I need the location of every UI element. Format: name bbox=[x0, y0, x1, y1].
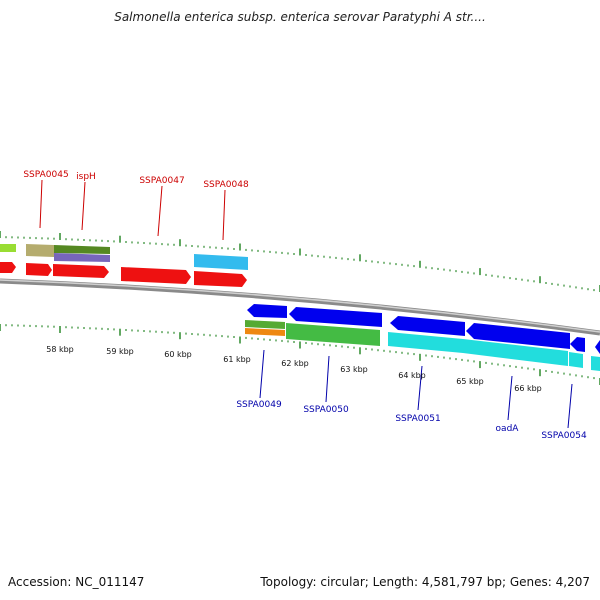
gene-label-SSPA0049[interactable]: SSPA0049 bbox=[236, 400, 282, 410]
feature-tan[interactable] bbox=[26, 244, 54, 257]
feature-blue-cds[interactable] bbox=[247, 304, 287, 318]
topology-label: Topology: circular; Length: 4,581,797 bp… bbox=[260, 575, 590, 589]
feature-red-cds[interactable] bbox=[194, 271, 247, 287]
kbp-label: 65 kbp bbox=[456, 377, 484, 386]
gene-label-ispH[interactable]: ispH bbox=[76, 172, 96, 182]
forward-strand-features bbox=[0, 244, 248, 287]
label-connector bbox=[222, 189, 226, 241]
feature-blue-cds[interactable] bbox=[570, 337, 585, 352]
reverse-gene-labels: SSPA0049 SSPA0050 SSPA0051 oadA SSPA0054 bbox=[236, 349, 587, 441]
feature-red-cds[interactable] bbox=[26, 263, 52, 276]
label-connector bbox=[507, 375, 513, 421]
label-connector bbox=[417, 365, 423, 411]
feature-cyan[interactable] bbox=[463, 339, 568, 366]
inner-tick-marks bbox=[0, 324, 600, 385]
feature-purple[interactable] bbox=[54, 253, 110, 262]
genome-backbone bbox=[0, 278, 600, 336]
gene-label-SSPA0045[interactable]: SSPA0045 bbox=[23, 170, 68, 180]
gene-label-SSPA0051[interactable]: SSPA0051 bbox=[395, 414, 440, 424]
kbp-label: 61 kbp bbox=[223, 355, 251, 364]
feature-green[interactable] bbox=[286, 323, 380, 346]
gene-label-SSPA0047[interactable]: SSPA0047 bbox=[139, 176, 184, 186]
kbp-label: 59 kbp bbox=[106, 347, 134, 356]
feature-cyan[interactable] bbox=[194, 254, 248, 270]
label-connector bbox=[81, 181, 86, 231]
gene-label-SSPA0054[interactable]: SSPA0054 bbox=[541, 431, 587, 441]
kbp-label: 62 kbp bbox=[281, 359, 309, 368]
feature-darkgreen[interactable] bbox=[54, 245, 110, 254]
feature-red-cds[interactable] bbox=[0, 262, 16, 273]
label-connector bbox=[325, 355, 330, 403]
accession-label: Accession: NC_011147 bbox=[8, 575, 145, 589]
feature-blue-cds[interactable] bbox=[289, 307, 382, 327]
label-connector bbox=[259, 349, 265, 399]
kbp-ruler-labels: 58 kbp 59 kbp 60 kbp 61 kbp 62 kbp 63 kb… bbox=[46, 345, 542, 393]
label-connector bbox=[567, 383, 573, 429]
outer-tick-marks bbox=[0, 231, 600, 292]
kbp-label: 64 kbp bbox=[398, 371, 426, 380]
feature-red-cds[interactable] bbox=[53, 264, 109, 278]
gene-label-oadA[interactable]: oadA bbox=[496, 424, 520, 434]
feature-green[interactable] bbox=[245, 320, 285, 329]
feature-lightgreen[interactable] bbox=[0, 244, 16, 252]
feature-red-cds[interactable] bbox=[121, 267, 191, 284]
feature-cyan[interactable] bbox=[388, 332, 463, 353]
feature-blue-cds[interactable] bbox=[390, 316, 465, 336]
map-title: Salmonella enterica subsp. enterica sero… bbox=[114, 10, 486, 24]
gene-label-SSPA0048[interactable]: SSPA0048 bbox=[203, 180, 249, 190]
kbp-label: 63 kbp bbox=[340, 365, 368, 374]
feature-cyan[interactable] bbox=[569, 352, 583, 368]
genome-backbone-highlight bbox=[0, 279, 600, 333]
reverse-strand-features bbox=[245, 304, 600, 371]
feature-blue-cds[interactable] bbox=[466, 323, 570, 349]
gene-label-SSPA0050[interactable]: SSPA0050 bbox=[303, 405, 349, 415]
feature-orange[interactable] bbox=[245, 328, 285, 336]
kbp-label: 66 kbp bbox=[514, 384, 542, 393]
feature-blue-cds[interactable] bbox=[595, 340, 600, 354]
forward-gene-labels: SSPA0045 ispH SSPA0047 SSPA0048 bbox=[23, 170, 249, 241]
kbp-label: 60 kbp bbox=[164, 350, 192, 359]
kbp-label: 58 kbp bbox=[46, 345, 74, 354]
label-connector bbox=[39, 179, 43, 229]
label-connector bbox=[157, 185, 163, 237]
feature-cyan[interactable] bbox=[591, 356, 600, 371]
